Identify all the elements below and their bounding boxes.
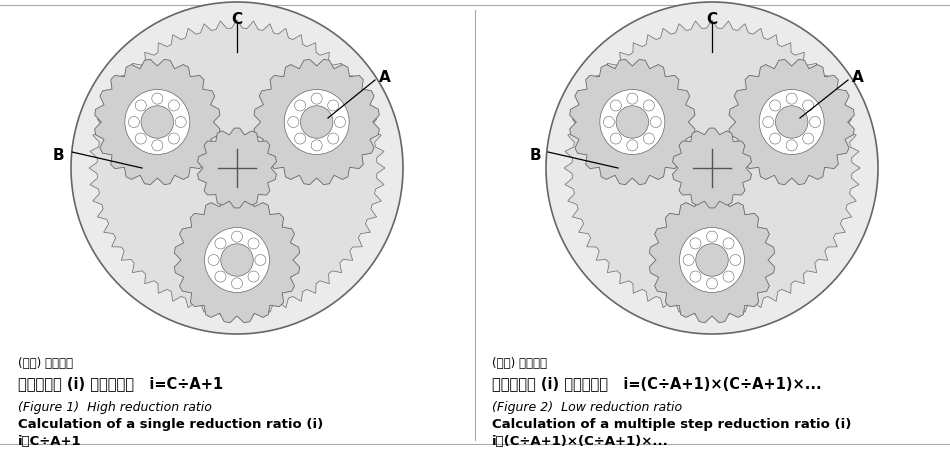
Circle shape: [294, 133, 306, 144]
Circle shape: [643, 133, 655, 144]
Text: (圖二) 低減速比: (圖二) 低減速比: [492, 357, 547, 370]
Polygon shape: [95, 59, 220, 185]
Circle shape: [599, 89, 665, 154]
Circle shape: [135, 133, 146, 144]
Circle shape: [220, 244, 254, 276]
Circle shape: [215, 271, 226, 282]
Text: A: A: [379, 70, 390, 85]
Text: 單段減速比 (i) 之計算方式   i=C÷A+1: 單段減速比 (i) 之計算方式 i=C÷A+1: [18, 376, 223, 391]
Circle shape: [215, 238, 226, 249]
Text: Calculation of a multiple step reduction ratio (i): Calculation of a multiple step reduction…: [492, 418, 851, 431]
Circle shape: [690, 238, 701, 249]
Circle shape: [803, 133, 814, 144]
Text: (Figure 1)  High reduction ratio: (Figure 1) High reduction ratio: [18, 401, 212, 414]
Polygon shape: [198, 128, 276, 208]
Circle shape: [763, 116, 774, 128]
Circle shape: [809, 116, 821, 128]
Circle shape: [603, 116, 615, 128]
Text: i＝C÷A+1: i＝C÷A+1: [18, 435, 82, 448]
Circle shape: [128, 116, 140, 128]
Circle shape: [142, 106, 174, 138]
Circle shape: [232, 278, 242, 289]
Polygon shape: [254, 59, 379, 185]
Circle shape: [759, 89, 825, 154]
Circle shape: [723, 238, 734, 249]
Circle shape: [723, 271, 734, 282]
Circle shape: [707, 278, 717, 289]
Circle shape: [334, 116, 346, 128]
Circle shape: [71, 2, 403, 334]
Polygon shape: [570, 59, 695, 185]
Circle shape: [695, 244, 729, 276]
Circle shape: [300, 106, 332, 138]
Text: 多段減速比 (i) 之計算方式   i=(C÷A+1)×(C÷A+1)×...: 多段減速比 (i) 之計算方式 i=(C÷A+1)×(C÷A+1)×...: [492, 376, 822, 391]
Text: B: B: [529, 148, 541, 163]
Circle shape: [284, 89, 350, 154]
Circle shape: [248, 271, 259, 282]
Circle shape: [803, 100, 814, 111]
Text: C: C: [707, 12, 717, 27]
Circle shape: [204, 228, 270, 292]
Circle shape: [175, 116, 186, 128]
Circle shape: [617, 106, 649, 138]
Circle shape: [312, 140, 322, 151]
Circle shape: [627, 93, 637, 104]
Circle shape: [650, 116, 661, 128]
Text: i＝(C÷A+1)×(C÷A+1)×...: i＝(C÷A+1)×(C÷A+1)×...: [492, 435, 669, 448]
Circle shape: [135, 100, 146, 111]
Circle shape: [627, 140, 637, 151]
Circle shape: [152, 140, 162, 151]
Polygon shape: [564, 20, 860, 316]
Circle shape: [775, 106, 808, 138]
Circle shape: [787, 93, 797, 104]
Circle shape: [152, 93, 162, 104]
Polygon shape: [673, 128, 751, 208]
Circle shape: [255, 255, 266, 265]
Circle shape: [690, 271, 701, 282]
Polygon shape: [729, 59, 854, 185]
Circle shape: [707, 231, 717, 242]
Circle shape: [610, 133, 621, 144]
Text: A: A: [852, 70, 864, 85]
Circle shape: [770, 133, 781, 144]
Text: (圖一) 高減速比: (圖一) 高減速比: [18, 357, 73, 370]
Text: Calculation of a single reduction ratio (i): Calculation of a single reduction ratio …: [18, 418, 323, 431]
Circle shape: [546, 2, 878, 334]
Circle shape: [610, 100, 621, 111]
Circle shape: [770, 100, 781, 111]
Circle shape: [232, 231, 242, 242]
Circle shape: [683, 255, 694, 265]
Polygon shape: [650, 198, 774, 323]
Circle shape: [328, 100, 339, 111]
Circle shape: [730, 255, 741, 265]
Circle shape: [168, 133, 180, 144]
Circle shape: [679, 228, 745, 292]
Polygon shape: [89, 20, 385, 316]
Circle shape: [328, 133, 339, 144]
Circle shape: [787, 140, 797, 151]
Circle shape: [312, 93, 322, 104]
Circle shape: [643, 100, 655, 111]
Circle shape: [294, 100, 306, 111]
Circle shape: [288, 116, 299, 128]
Circle shape: [124, 89, 190, 154]
Circle shape: [208, 255, 219, 265]
Circle shape: [168, 100, 180, 111]
Text: B: B: [52, 148, 64, 163]
Circle shape: [248, 238, 259, 249]
Text: (Figure 2)  Low reduction ratio: (Figure 2) Low reduction ratio: [492, 401, 682, 414]
Polygon shape: [175, 198, 299, 323]
Text: C: C: [232, 12, 242, 27]
